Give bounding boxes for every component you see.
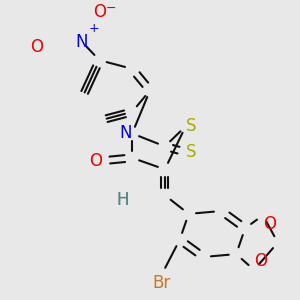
Text: −: − xyxy=(106,2,116,15)
Text: O: O xyxy=(89,152,102,170)
Text: H: H xyxy=(117,190,129,208)
Text: +: + xyxy=(88,22,99,35)
Text: O: O xyxy=(263,215,276,233)
Text: N: N xyxy=(120,124,132,142)
Text: O: O xyxy=(93,3,106,21)
Text: H: H xyxy=(117,190,129,208)
Text: N: N xyxy=(75,32,88,50)
Text: S: S xyxy=(186,117,196,135)
Text: Br: Br xyxy=(153,274,171,292)
Text: O: O xyxy=(30,38,43,56)
Text: O: O xyxy=(254,252,267,270)
Text: S: S xyxy=(186,143,196,161)
